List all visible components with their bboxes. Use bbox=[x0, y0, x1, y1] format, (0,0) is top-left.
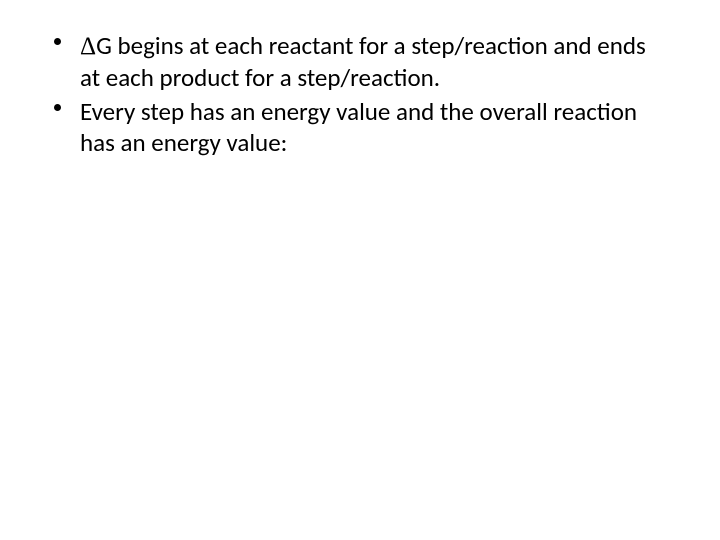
bullet-text-2: Every step has an energy value and the o… bbox=[80, 96, 637, 158]
bullet-text-1: ΔG begins at each reactant for a step/re… bbox=[80, 30, 646, 93]
delta-symbol: Δ bbox=[80, 33, 96, 60]
bullet-item-1: ΔG begins at each reactant for a step/re… bbox=[50, 30, 670, 94]
bullet-list: ΔG begins at each reactant for a step/re… bbox=[50, 30, 670, 158]
bullet-marker-icon bbox=[54, 104, 61, 111]
bullet-text-content-1: G begins at each reactant for a step/rea… bbox=[80, 30, 646, 93]
bullet-marker-icon bbox=[54, 38, 61, 45]
bullet-item-2: Every step has an energy value and the o… bbox=[50, 96, 670, 159]
slide-container: ΔG begins at each reactant for a step/re… bbox=[0, 0, 720, 540]
